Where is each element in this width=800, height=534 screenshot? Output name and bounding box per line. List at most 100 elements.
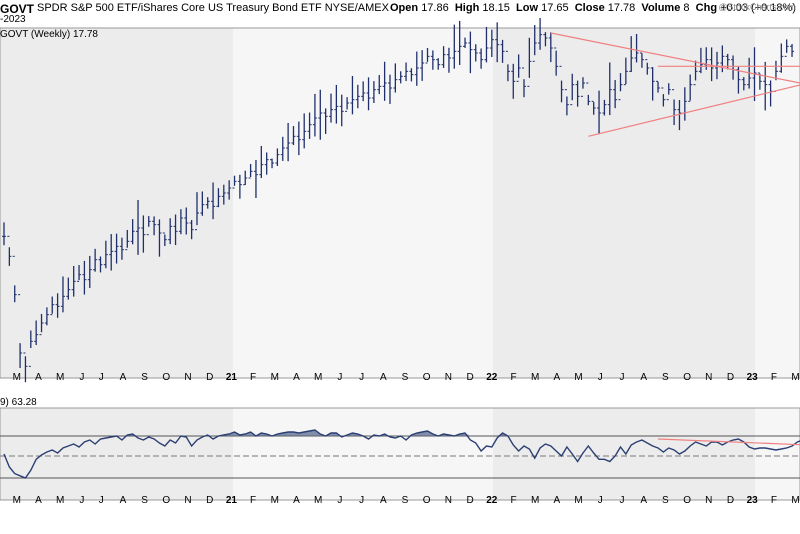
rsi-x-tick-label: D	[727, 495, 734, 506]
price-x-tick-label: D	[466, 372, 473, 383]
upper-trendline	[550, 32, 800, 84]
price-x-tick-label: A	[35, 372, 42, 383]
price-x-tick-label: O	[162, 372, 170, 383]
price-x-tick-label: J	[337, 372, 342, 383]
symbol-label: GOVT	[0, 2, 35, 16]
price-x-tick-label: S	[141, 372, 148, 383]
rsi-x-tick-label: M	[531, 495, 539, 506]
chg-label: Chg	[695, 2, 718, 14]
rsi-x-tick-label: J	[359, 495, 364, 506]
rsi-x-tick-label: F	[771, 495, 777, 506]
rsi-x-tick-label: S	[662, 495, 669, 506]
rsi-x-tick-label: O	[162, 495, 170, 506]
price-band	[755, 28, 800, 378]
open-label: Open	[390, 2, 419, 14]
price-band	[233, 28, 493, 378]
price-x-tick-label: D	[206, 372, 213, 383]
price-x-tick-label: M	[56, 372, 64, 383]
rsi-x-tick-label: J	[598, 495, 603, 506]
price-x-tick-label: A	[554, 372, 561, 383]
price-x-tick-label: O	[683, 372, 691, 383]
rsi-x-tick-label: A	[640, 495, 647, 506]
rsi-band	[233, 408, 493, 500]
rsi-x-tick-label: A	[293, 495, 300, 506]
price-x-tick-label: F	[771, 372, 777, 383]
rsi-x-tick-label: D	[466, 495, 473, 506]
rsi-x-tick-label: M	[574, 495, 582, 506]
rsi-panel-border	[0, 407, 800, 501]
rsi-x-tick-label: M	[56, 495, 64, 506]
volume-value: 8	[683, 2, 690, 14]
price-x-tick-label: M	[314, 372, 322, 383]
date-range: -2023	[0, 14, 26, 25]
open-value: 17.86	[421, 2, 449, 14]
price-x-tick-label: J	[619, 372, 624, 383]
high-value: 18.15	[482, 2, 510, 14]
chg-value: +0.03 (+0.18%)	[720, 2, 796, 14]
price-band	[0, 28, 233, 378]
rsi-x-tick-label: M	[314, 495, 322, 506]
low-label: Low	[516, 2, 539, 14]
rsi-band	[755, 408, 800, 500]
rsi-x-tick-label: 21	[226, 495, 238, 506]
price-x-tick-label: N	[705, 372, 712, 383]
rsi-x-tick-label: A	[380, 495, 387, 506]
price-panel-border	[0, 27, 800, 379]
price-x-tick-label: 23	[747, 372, 759, 383]
rsi-x-tick-label: 22	[486, 495, 498, 506]
price-legend: GOVT (Weekly) 17.78	[0, 29, 98, 40]
watermark: @StockCharts.com	[718, 2, 796, 12]
price-x-tick-label: M	[13, 372, 21, 383]
low-value: 17.65	[541, 2, 569, 14]
price-x-tick-label: M	[271, 372, 279, 383]
price-x-tick-label: F	[510, 372, 516, 383]
symbol-description: SPDR S&P 500 ETF/iShares Core US Treasur…	[37, 2, 389, 14]
rsi-x-tick-label: S	[141, 495, 148, 506]
price-x-tick-label: J	[99, 372, 104, 383]
price-x-tick-label: J	[79, 372, 84, 383]
price-x-tick-label: 21	[226, 372, 238, 383]
rsi-x-tick-label: J	[79, 495, 84, 506]
price-x-tick-label: M	[531, 372, 539, 383]
high-label: High	[454, 2, 480, 14]
price-band	[493, 28, 755, 378]
price-x-tick-label: J	[359, 372, 364, 383]
price-x-tick-label: F	[250, 372, 256, 383]
rsi-trendline	[657, 438, 800, 446]
close-label: Close	[574, 2, 605, 14]
rsi-x-tick-label: N	[705, 495, 712, 506]
rsi-x-tick-label: F	[250, 495, 256, 506]
rsi-x-tick-label: F	[510, 495, 516, 506]
rsi-x-tick-label: O	[683, 495, 691, 506]
price-x-tick-label: N	[184, 372, 191, 383]
price-x-tick-label: M	[791, 372, 799, 383]
rsi-x-tick-label: J	[337, 495, 342, 506]
price-x-tick-label: A	[120, 372, 127, 383]
price-x-tick-label: S	[402, 372, 409, 383]
rsi-x-tick-label: 23	[747, 495, 759, 506]
price-x-tick-label: A	[640, 372, 647, 383]
rsi-line	[3, 429, 800, 479]
price-x-tick-label: D	[727, 372, 734, 383]
rsi-x-tick-label: A	[554, 495, 561, 506]
rsi-x-tick-label: M	[13, 495, 21, 506]
price-x-tick-label: A	[293, 372, 300, 383]
rsi-x-tick-label: N	[445, 495, 452, 506]
volume-label: Volume	[641, 2, 681, 14]
rsi-x-tick-label: D	[206, 495, 213, 506]
rsi-legend: 9) 63.28	[0, 397, 37, 408]
rsi-x-tick-label: O	[423, 495, 431, 506]
price-x-tick-label: J	[598, 372, 603, 383]
rsi-x-tick-label: A	[35, 495, 42, 506]
rsi-x-tick-label: J	[619, 495, 624, 506]
lower-trendline	[588, 84, 800, 137]
price-x-tick-label: M	[574, 372, 582, 383]
price-x-tick-label: 22	[486, 372, 498, 383]
price-x-tick-label: S	[662, 372, 669, 383]
rsi-x-tick-label: A	[120, 495, 127, 506]
rsi-x-tick-label: M	[791, 495, 799, 506]
rsi-band	[0, 408, 233, 500]
rsi-x-tick-label: N	[184, 495, 191, 506]
rsi-x-tick-label: M	[271, 495, 279, 506]
